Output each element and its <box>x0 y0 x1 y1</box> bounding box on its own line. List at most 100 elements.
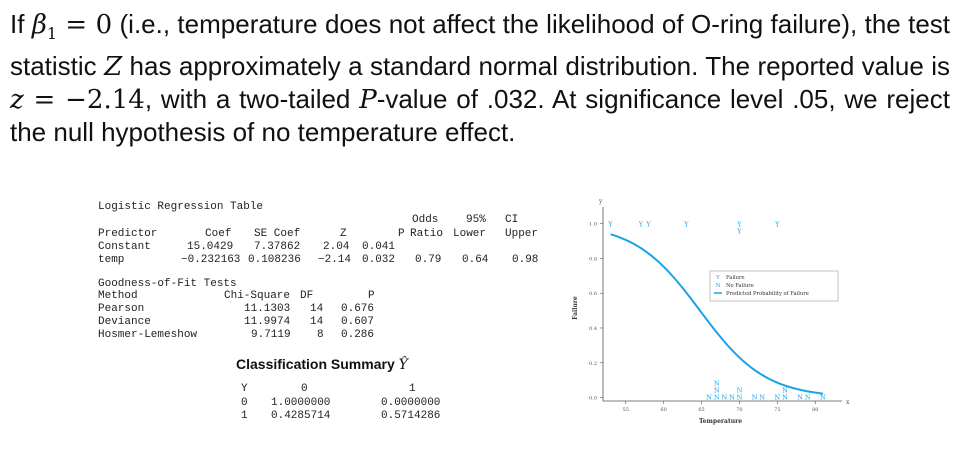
gof-row-deviance-df: 14 <box>310 316 324 328</box>
no-failure-marker: N <box>782 387 788 395</box>
col-se-coef: SE Coef <box>254 228 301 240</box>
no-failure-marker: N <box>706 394 712 402</box>
gof-row-hl-df: 8 <box>317 329 324 341</box>
no-failure-marker: N <box>752 394 758 402</box>
y-tick-label: 0.8 <box>589 256 597 262</box>
row-temp-se: 0.108236 <box>248 254 301 266</box>
gof-col-p: P <box>368 290 375 302</box>
col-p: P <box>398 228 405 240</box>
x-tick-label: 60 <box>660 407 666 413</box>
legend-label: No Failure <box>726 283 754 289</box>
row-constant-p: 0.041 <box>362 241 396 253</box>
col-lower: Lower <box>453 228 487 240</box>
no-failure-marker: N <box>820 394 826 402</box>
failure-marker: Y <box>683 221 689 229</box>
failure-marker: Y <box>736 228 742 236</box>
text-span: -value of .032. At significance level .0… <box>10 84 950 148</box>
ci-percent-header: 95% <box>466 214 486 226</box>
col-upper: Upper <box>505 228 539 240</box>
no-failure-marker: N <box>714 380 720 388</box>
gof-title: Goodness-of-Fit Tests <box>98 278 237 290</box>
classification-title-text: Classification Summary <box>236 356 395 372</box>
statistic-z: z <box>10 85 24 116</box>
row-temp-p: 0.032 <box>362 254 396 266</box>
legend-marker: N <box>716 283 721 289</box>
text-span: has approximately a standard normal dist… <box>122 51 950 82</box>
cls-row0-y: 0 <box>241 397 248 409</box>
y-axis-top-label: y <box>598 198 603 205</box>
no-failure-marker: N <box>714 387 720 395</box>
no-failure-marker: N <box>805 394 811 402</box>
y-tick-label: 0.4 <box>589 326 597 332</box>
row-temp-predictor: temp <box>98 254 125 266</box>
predicted-probability-curve <box>610 233 823 395</box>
no-failure-marker: N <box>782 394 788 402</box>
beta-symbol: β <box>31 10 47 40</box>
cls-row0-c1: 0.0000000 <box>381 397 441 409</box>
no-failure-marker: N <box>759 394 765 402</box>
gof-row-pearson-df: 14 <box>310 303 324 315</box>
failure-marker: Y <box>607 221 613 229</box>
row-temp-ratio: 0.79 <box>415 254 442 266</box>
legend-box <box>709 270 839 302</box>
row-temp-z: −2.14 <box>318 254 352 266</box>
row-temp-coef: −0.232163 <box>181 254 241 266</box>
no-failure-marker: N <box>714 394 720 402</box>
no-failure-marker: N <box>729 394 735 402</box>
cls-col-1: 1 <box>409 383 416 395</box>
x-axis-title: Temperature <box>699 418 742 425</box>
no-failure-marker: N <box>737 394 743 402</box>
gof-row-pearson-chisq: 11.1303 <box>244 303 291 315</box>
row-constant-coef: 15.0429 <box>187 241 234 253</box>
gof-row-hl-p: 0.286 <box>341 329 375 341</box>
y-axis-title: Failure <box>572 296 579 320</box>
legend-label: Predicted Probability of Failure <box>726 291 809 297</box>
z-value: = −2.14 <box>23 85 145 116</box>
failure-marker: Y <box>774 221 780 229</box>
gof-row-pearson-p: 0.676 <box>341 303 375 315</box>
beta-subscript: 1 <box>46 24 58 44</box>
y-tick-label: 0.0 <box>589 396 597 402</box>
odds-header: Odds <box>412 214 439 226</box>
col-predictor: Predictor <box>98 228 158 240</box>
logistic-table-title: Logistic Regression Table <box>98 201 264 213</box>
cls-row0-c0: 1.0000000 <box>271 397 331 409</box>
row-temp-lower: 0.64 <box>462 254 489 266</box>
row-temp-upper: 0.98 <box>512 254 539 266</box>
gof-col-chisq: Chi-Square <box>224 290 291 302</box>
no-failure-marker: N <box>797 394 803 402</box>
col-z: Z <box>340 228 347 240</box>
x-tick-label: 55 <box>623 407 629 413</box>
col-coef: Coef <box>205 228 232 240</box>
statistic-Z: Z <box>104 52 123 83</box>
cls-col-0: 0 <box>301 383 308 395</box>
x-axis-end-label: x <box>846 399 850 406</box>
x-tick-label: 70 <box>736 407 742 413</box>
yhat-symbol: Ŷ <box>398 357 408 373</box>
gof-row-hl-chisq: 9.7119 <box>251 329 291 341</box>
x-tick-label: 80 <box>812 407 818 413</box>
gof-row-deviance-p: 0.607 <box>341 316 375 328</box>
gof-row-deviance-method: Deviance <box>98 316 151 328</box>
legend-label: Failure <box>726 275 745 281</box>
text-span: (i.e., temperature does not affect the l… <box>10 9 951 82</box>
y-tick-label: 0.6 <box>589 291 597 297</box>
row-constant-z: 2.04 <box>323 241 350 253</box>
col-ratio: Ratio <box>410 228 444 240</box>
y-tick-label: 1.0 <box>589 222 597 228</box>
row-constant-se: 7.37862 <box>254 241 301 253</box>
gof-row-deviance-chisq: 11.9974 <box>244 316 291 328</box>
no-failure-marker: N <box>737 387 743 395</box>
body-paragraph: If β1 = 0 (i.e., temperature does not af… <box>10 8 950 148</box>
cls-row1-c0: 0.4285714 <box>271 410 331 422</box>
classification-title: Classification Summary Ŷ <box>236 356 408 373</box>
cls-y-label: Y <box>241 383 248 395</box>
equals-zero: = 0 <box>57 10 113 40</box>
gof-row-hl-method: Hosmer-Lemeshow <box>98 329 198 341</box>
y-tick-label: 0.2 <box>589 361 597 367</box>
failure-marker: Y <box>736 221 742 229</box>
gof-row-pearson-method: Pearson <box>98 303 145 315</box>
cls-row1-y: 1 <box>241 410 248 422</box>
legend-marker: Y <box>715 275 720 281</box>
ci-label-header: CI <box>505 214 519 226</box>
